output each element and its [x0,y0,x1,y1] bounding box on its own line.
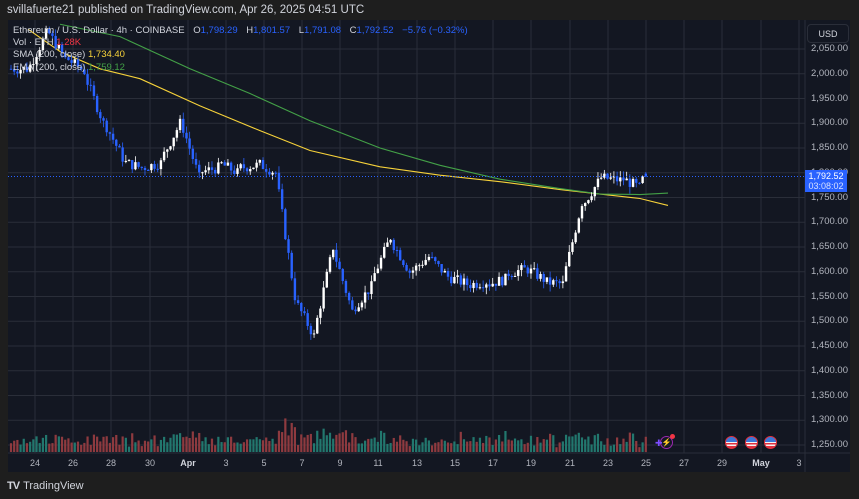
price-tick-label: 1,900.00 [811,117,848,129]
price-tick-label: 1,300.00 [811,414,848,426]
footer: TV TradingView [7,480,84,492]
time-tick-label: 26 [67,458,79,468]
publish-info: svillafuerte21 published on TradingView.… [7,4,365,16]
time-tick-label: 7 [299,458,305,468]
brand-name[interactable]: TradingView [23,480,84,492]
time-tick-label: 24 [29,458,41,468]
time-tick-label: 21 [564,458,576,468]
symbol-name[interactable]: Ethereum / U.S. Dollar · 4h · COINBASE [13,25,185,36]
time-tick-label: 23 [602,458,614,468]
volume-value: 1.28K [56,37,82,49]
high-value: 1,801.57 [253,25,291,36]
sma-row[interactable]: SMA (200, close) 1,734.40 [13,49,125,61]
us-flag-event-icon[interactable] [764,436,777,449]
sma-value: 1,734.40 [87,49,125,61]
close-value: 1,792.52 [356,25,394,36]
bar-countdown: 03:08:02 [808,181,844,191]
price-tick-label: 1,600.00 [811,265,848,277]
price-tick-label: 1,950.00 [811,92,848,104]
time-tick-label: Apr [180,458,196,468]
time-tick-label: 11 [373,458,383,468]
price-tick-label: 1,650.00 [811,241,848,252]
volume-row[interactable]: Vol · ETH 1.28K [13,37,82,49]
time-tick-label: 3 [223,458,229,468]
time-tick-label: 9 [337,458,343,468]
symbol-row: Ethereum / U.S. Dollar · 4h · COINBASE O… [13,25,468,36]
price-tick-label: 1,750.00 [811,191,848,203]
price-tick-label: 1,350.00 [811,389,848,401]
time-tick-label: 13 [411,458,423,468]
time-tick-label: 29 [716,458,728,468]
time-tick-label: 27 [678,458,690,468]
time-tick-label: 15 [449,458,461,468]
time-tick-label: 5 [261,458,267,468]
price-tick-label: 1,850.00 [811,142,848,153]
time-tick-label: May [752,458,770,468]
plus-icon: ✚ [655,438,663,448]
price-tick-label: 1,550.00 [811,290,848,302]
time-tick-label: 28 [105,458,117,468]
us-flag-event-icon[interactable] [725,436,738,449]
time-tick-label: 30 [144,458,156,468]
price-tick-label: 1,400.00 [811,364,848,376]
notification-dot [670,434,675,439]
tradingview-logo-icon[interactable]: TV [7,480,20,492]
price-tick-label: 2,050.00 [811,43,848,54]
time-tick-label: 3 [796,458,802,468]
price-tick-label: 2,000.00 [811,67,848,79]
time-tick-label: 19 [525,458,537,468]
ema-value: 1,759.12 [87,61,125,73]
chart-frame[interactable] [8,20,850,472]
time-tick-label: 25 [640,458,652,468]
price-tick-label: 1,700.00 [811,216,848,228]
price-tick-label: 1,250.00 [811,439,848,450]
low-value: 1,791.08 [304,25,342,36]
time-tick-label: 17 [487,458,499,468]
last-price: 1,792.52 [808,171,844,181]
last-price-badge: 1,792.52 03:08:02 [805,170,847,192]
chart-legend: Ethereum / U.S. Dollar · 4h · COINBASE O… [13,25,468,74]
price-tick-label: 1,450.00 [811,340,848,351]
lightning-alert-icon[interactable]: ⚡ ✚ [655,434,675,449]
price-tick-label: 1,500.00 [811,315,848,327]
ema-row[interactable]: EMA (200, close) 1,759.12 [13,61,125,73]
open-value: 1,798.29 [200,25,238,36]
change-value: −5.76 (−0.32%) [402,25,468,36]
us-flag-event-icon[interactable] [745,436,758,449]
currency-button[interactable]: USD [807,24,849,43]
